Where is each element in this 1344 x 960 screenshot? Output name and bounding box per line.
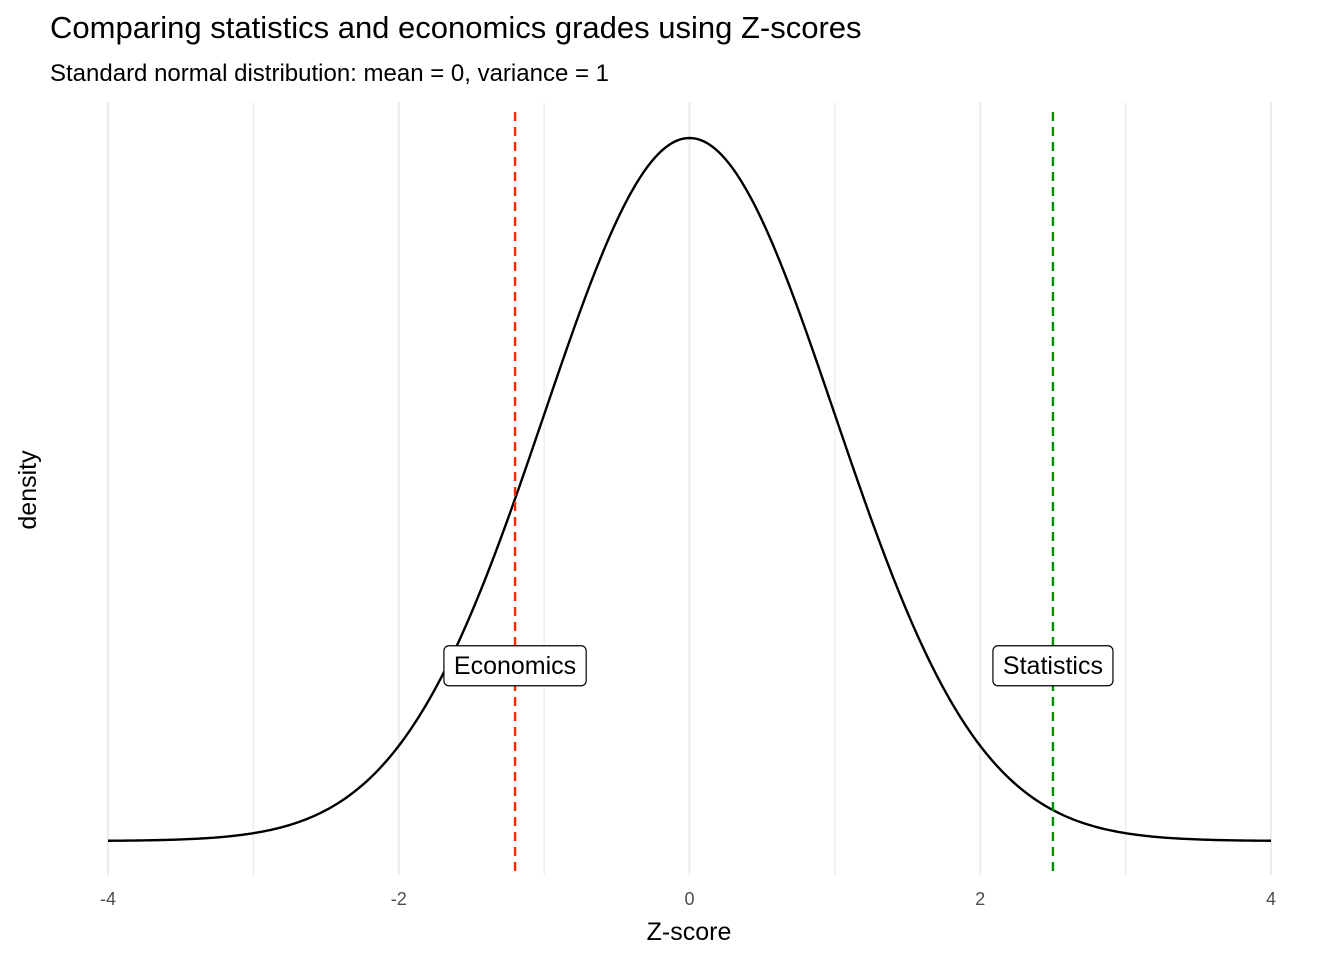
curve-layer [107,136,1272,842]
grid-layer [107,102,1272,875]
y-axis-title: density [14,450,42,530]
economics-label: Economics [443,645,587,687]
density-curve [107,136,1272,842]
chart-subtitle: Standard normal distribution: mean = 0, … [50,60,609,87]
annotation-layer: Economics Statistics [443,645,1114,687]
statistics-label-text: Statistics [1003,652,1103,680]
economics-label-box [443,645,587,687]
x-tick-label: -4 [100,889,116,909]
statistics-label-box [992,645,1114,687]
x-tick-label: 2 [975,889,985,909]
reference-lines-layer [513,112,1055,875]
statistics-label: Statistics [992,645,1114,687]
chart-title: Comparing statistics and economics grade… [50,10,862,45]
x-axis-title: Z-score [647,918,732,946]
economics-label-text: Economics [454,652,576,680]
x-tick-label: -2 [391,889,407,909]
x-axis-ticks: -4 -2 0 2 4 [100,889,1276,909]
x-tick-label: 0 [684,889,694,909]
x-tick-label: 4 [1266,889,1276,909]
